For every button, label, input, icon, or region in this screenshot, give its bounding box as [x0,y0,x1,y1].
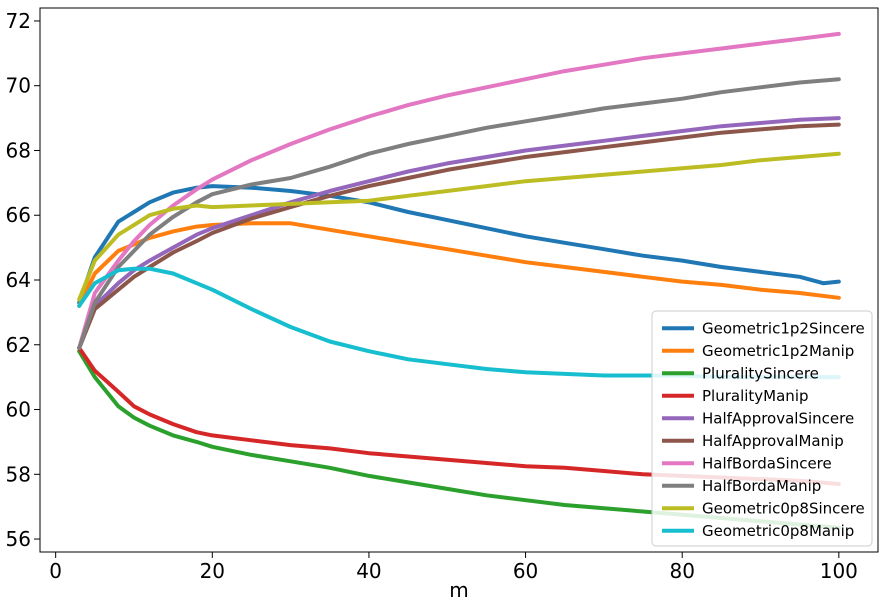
x-tick-label: 0 [49,559,62,583]
y-tick-label: 64 [6,268,31,292]
y-tick-label: 72 [6,9,31,33]
legend-label: Geometric1p2Manip [702,342,854,360]
legend: Geometric1p2Sincere Geometric1p2Manip Plur… [651,310,873,547]
legend-label: Geometric0p8Sincere [702,499,865,517]
x-axis-ticks: 0 20 40 60 80 100 [49,552,858,583]
legend-label: Geometric1p2Sincere [702,319,865,337]
y-tick-label: 66 [6,203,31,227]
legend-label: HalfApprovalManip [702,432,844,450]
x-tick-label: 20 [200,559,225,583]
series-line-HalfBordaManip [77,77,841,350]
series-line-HalfBordaSincere [77,31,841,350]
legend-label: HalfBordaSincere [702,454,832,472]
y-axis-ticks: 56 58 60 62 64 66 68 70 72 [6,9,40,551]
y-tick-label: 60 [6,398,31,422]
legend-label: Geometric0p8Manip [702,522,854,540]
y-tick-label: 68 [6,138,31,162]
y-tick-label: 56 [6,527,31,551]
legend-label: PluralityManip [702,387,809,405]
x-tick-label: 40 [356,559,381,583]
legend-label: PluralitySincere [702,364,819,382]
y-tick-label: 62 [6,333,31,357]
x-axis-label: m [449,578,468,602]
series-line-HalfApprovalSincere [77,116,841,350]
legend-label: HalfApprovalSincere [702,409,854,427]
legend-box [651,310,873,547]
x-tick-label: 100 [820,559,858,583]
y-tick-label: 70 [6,74,31,98]
y-tick-label: 58 [6,462,31,486]
series-line-Geometric0p8Sincere [77,151,841,302]
legend-label: HalfBordaManip [702,477,821,495]
series-line-Geometric1p2Sincere [77,184,841,305]
x-tick-label: 60 [513,559,538,583]
x-tick-label: 80 [669,559,694,583]
